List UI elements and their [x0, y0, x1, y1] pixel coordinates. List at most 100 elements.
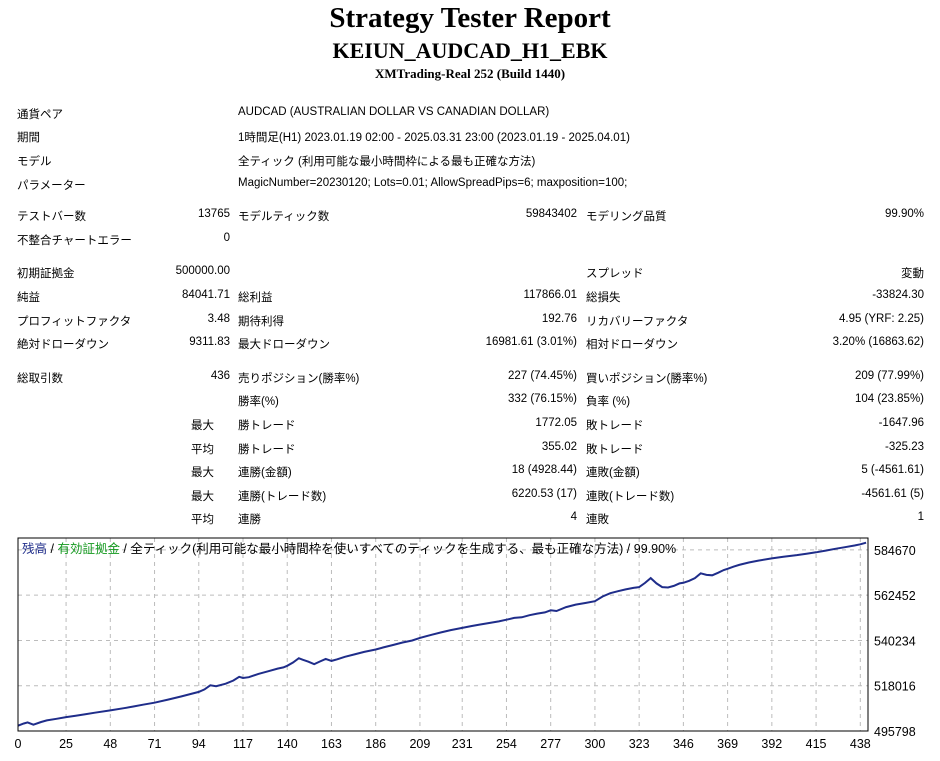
x-tick-label: 0: [15, 737, 22, 751]
legend-separator-1: /: [47, 542, 57, 556]
largest-win-value: 1772.05: [535, 417, 577, 429]
average-label: 平均: [191, 444, 214, 456]
params-value: MagicNumber=20230120; Lots=0.01; AllowSp…: [238, 177, 628, 189]
period-label: 期間: [17, 132, 40, 144]
avg-win-value: 355.02: [541, 441, 577, 453]
legend-separator-2: /: [120, 542, 130, 556]
max-drawdown-label: 最大ドローダウン: [238, 339, 330, 351]
x-tick-label: 415: [806, 737, 827, 751]
max-consec-losses-value: 5 (-4561.61): [861, 464, 924, 476]
win-rate-label: 勝率(%): [238, 396, 279, 408]
initial-deposit-value: 500000.00: [175, 265, 230, 277]
y-tick-label: 518016: [874, 680, 916, 694]
x-tick-label: 277: [540, 737, 561, 751]
maximal-label: 最大: [191, 491, 214, 503]
spread-value: 変動: [901, 268, 924, 280]
max-drawdown-value: 16981.61 (3.01%): [485, 336, 577, 348]
x-tick-label: 392: [761, 737, 782, 751]
largest-loss-label: 敗トレード: [586, 420, 644, 432]
x-tick-label: 209: [409, 737, 430, 751]
short-pos-value: 227 (74.45%): [507, 370, 577, 382]
recovery-factor-label: リカバリーファクタ: [586, 316, 689, 328]
max-consec-loss-label: 連敗(トレード数): [586, 491, 675, 503]
average2-label: 平均: [191, 514, 214, 526]
gross-loss-value: -33824.30: [872, 289, 924, 301]
largest-win-label: 勝トレード: [238, 420, 296, 432]
test-bars-label: テストバー数: [17, 211, 86, 223]
recovery-factor-value: 4.95 (YRF: 2.25): [838, 313, 924, 325]
avg-loss-value: -325.23: [884, 441, 924, 453]
gross-profit-label: 総利益: [238, 292, 273, 304]
x-tick-label: 140: [277, 737, 298, 751]
loss-rate-label: 負率 (%): [586, 396, 631, 408]
initial-deposit-label: 初期証拠金: [17, 268, 75, 280]
abs-drawdown-value: 9311.83: [189, 336, 230, 348]
gross-profit-value: 117866.01: [523, 289, 577, 301]
expected-payoff-value: 192.76: [541, 313, 577, 325]
chart-y-tick-labels: 495798 518016 540234 562452 584670: [874, 544, 916, 739]
x-tick-label: 25: [59, 737, 73, 751]
avg-loss-label: 敗トレード: [586, 444, 644, 456]
x-tick-label: 163: [321, 737, 342, 751]
x-tick-label: 323: [629, 737, 650, 751]
model-ticks-value: 59843402: [525, 208, 577, 220]
spread-label: スプレッド: [586, 268, 644, 280]
report-subtitle: KEIUN_AUDCAD_H1_EBK: [332, 38, 608, 63]
x-tick-label: 300: [584, 737, 605, 751]
model-ticks-label: モデルティック数: [238, 211, 330, 223]
loss-rate-value: 104 (23.85%): [854, 393, 924, 405]
avg-consec-losses-label: 連敗: [586, 514, 609, 526]
balance-chart: 0 25 48 71 94 117 140 163 186 209 231 254 277 300 323 3…: [15, 537, 916, 751]
rel-drawdown-value: 3.20% (16863.62): [832, 336, 924, 348]
x-tick-label: 71: [148, 737, 162, 751]
avg-win-label: 勝トレード: [238, 444, 296, 456]
abs-drawdown-label: 絶対ドローダウン: [17, 339, 109, 351]
max-consec-wins-label: 連勝(金額): [238, 467, 292, 479]
max-consec-wins-value: 18 (4928.44): [511, 464, 577, 476]
chart-vertical-gridlines: [65, 538, 861, 731]
pair-value: AUDCAD (AUSTRALIAN DOLLAR VS CANADIAN DO…: [238, 106, 550, 118]
y-tick-label: 540234: [874, 634, 916, 648]
pair-label: 通貨ペア: [17, 109, 63, 121]
server-info: XMTrading-Real 252 (Build 1440): [374, 66, 566, 81]
x-tick-label: 438: [850, 737, 871, 751]
net-profit-value: 84041.71: [182, 289, 230, 301]
long-pos-value: 209 (77.99%): [854, 370, 924, 382]
model-label: モデル: [17, 156, 52, 168]
chart-plot-background: [18, 538, 868, 731]
win-rate-value: 332 (76.15%): [507, 393, 577, 405]
x-tick-label: 117: [233, 737, 253, 751]
avg-consec-wins-value: 4: [570, 511, 577, 523]
chart-x-tick-labels: 0 25 48 71 94 117 140 163 186 209 231 254 277 300 323 3…: [15, 737, 871, 751]
y-tick-label: 495798: [874, 725, 916, 739]
x-tick-label: 186: [365, 737, 386, 751]
legend-description: 全ティック(利用可能な最小時間枠を使いすべてのティックを生成する、最も正確な方法…: [130, 541, 676, 556]
total-trades-value: 436: [210, 370, 230, 382]
max-consec-profit-label: 連勝(トレード数): [238, 491, 327, 503]
max-consec-losses-label: 連敗(金額): [586, 467, 640, 479]
avg-consec-losses-value: 1: [917, 511, 924, 523]
modeling-quality-label: モデリング品質: [586, 211, 667, 223]
report-title: Strategy Tester Report: [329, 2, 611, 34]
mismatch-value: 0: [223, 232, 230, 244]
modeling-quality-value: 99.90%: [884, 208, 924, 220]
legend-equity: 有効証拠金: [57, 541, 120, 556]
max-consec-profit-value: 6220.53 (17): [511, 488, 577, 500]
legend-balance: 残高: [22, 541, 47, 556]
expected-payoff-label: 期待利得: [238, 316, 284, 328]
chart-legend: 残高 / 有効証拠金 / 全ティック(利用可能な最小時間枠を使いすべてのティック…: [22, 541, 676, 556]
y-tick-label: 584670: [874, 544, 916, 558]
test-bars-value: 13765: [198, 208, 230, 220]
rel-drawdown-label: 相対ドローダウン: [586, 339, 678, 351]
maximum-label: 最大: [191, 467, 214, 479]
mismatch-label: 不整合チャートエラー: [17, 235, 132, 247]
profit-factor-label: プロフィットファクタ: [17, 316, 132, 328]
chart-horizontal-gridlines: [18, 549, 868, 687]
x-tick-label: 369: [717, 737, 738, 751]
y-tick-label: 562452: [874, 589, 916, 603]
profit-factor-value: 3.48: [207, 313, 230, 325]
params-label: パラメーター: [17, 180, 86, 192]
max-consec-loss-value: -4561.61 (5): [861, 488, 924, 500]
largest-label: 最大: [191, 420, 214, 432]
net-profit-label: 純益: [17, 292, 40, 304]
